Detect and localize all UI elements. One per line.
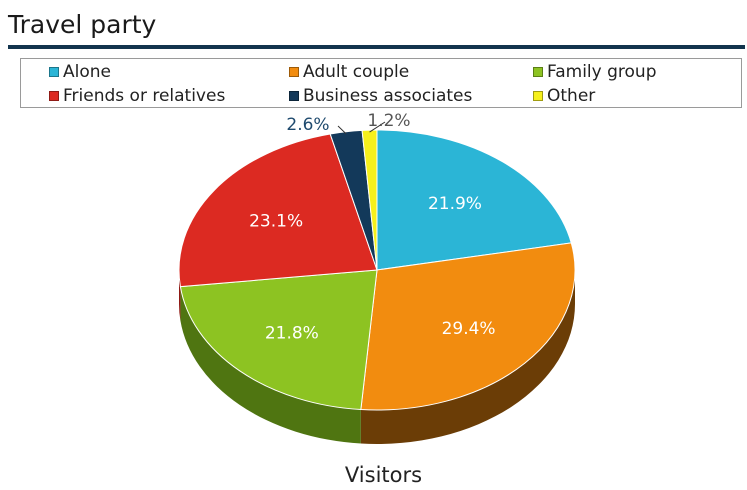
leader-line-other — [369, 121, 386, 133]
title-divider — [8, 45, 745, 49]
legend-swatch-friends-or-relatives — [49, 91, 59, 101]
pie-slice-alone — [376, 129, 572, 271]
data-label-adult-couple: 29.4% — [442, 319, 496, 339]
pie-slice-other — [361, 129, 378, 271]
legend-item-alone: Alone — [49, 62, 111, 82]
legend-item-family-group: Family group — [533, 62, 656, 82]
legend-label-adult-couple: Adult couple — [303, 62, 410, 82]
legend-swatch-adult-couple — [289, 67, 299, 77]
data-label-family-group: 21.8% — [265, 324, 319, 344]
x-axis-label: Visitors — [344, 463, 423, 487]
pie-slices — [178, 129, 576, 411]
legend-item-friends-or-relatives: Friends or relatives — [49, 86, 225, 106]
pie-side-family-group — [180, 286, 361, 444]
legend-label-business-associates: Business associates — [303, 86, 473, 106]
legend: Alone Adult couple Family group Friends … — [20, 58, 742, 108]
legend-item-other: Other — [533, 86, 595, 106]
data-label-friends-or-relatives: 23.1% — [249, 212, 303, 232]
pie-slice-family-group — [179, 269, 378, 411]
legend-item-adult-couple: Adult couple — [289, 62, 409, 82]
legend-item-business-associates: Business associates — [289, 86, 472, 106]
pie-slice-friends-or-relatives — [178, 133, 378, 288]
data-label-alone: 21.9% — [428, 194, 482, 214]
pie-labels: 21.9% 29.4% 21.8% 23.1% 2.6% 1.2% — [249, 111, 495, 344]
legend-label-other: Other — [547, 86, 596, 106]
legend-swatch-alone — [49, 67, 59, 77]
legend-swatch-other — [533, 91, 543, 101]
pie-slice-adult-couple — [360, 242, 576, 411]
legend-label-alone: Alone — [63, 62, 111, 82]
data-label-business-associates: 2.6% — [286, 115, 329, 135]
legend-label-friends-or-relatives: Friends or relatives — [63, 86, 226, 106]
legend-swatch-business-associates — [289, 91, 299, 101]
legend-swatch-family-group — [533, 67, 543, 77]
data-label-other: 1.2% — [367, 111, 410, 131]
legend-label-family-group: Family group — [547, 62, 657, 82]
leader-line-business-associates — [337, 125, 347, 135]
chart-title: Travel party — [8, 10, 157, 39]
